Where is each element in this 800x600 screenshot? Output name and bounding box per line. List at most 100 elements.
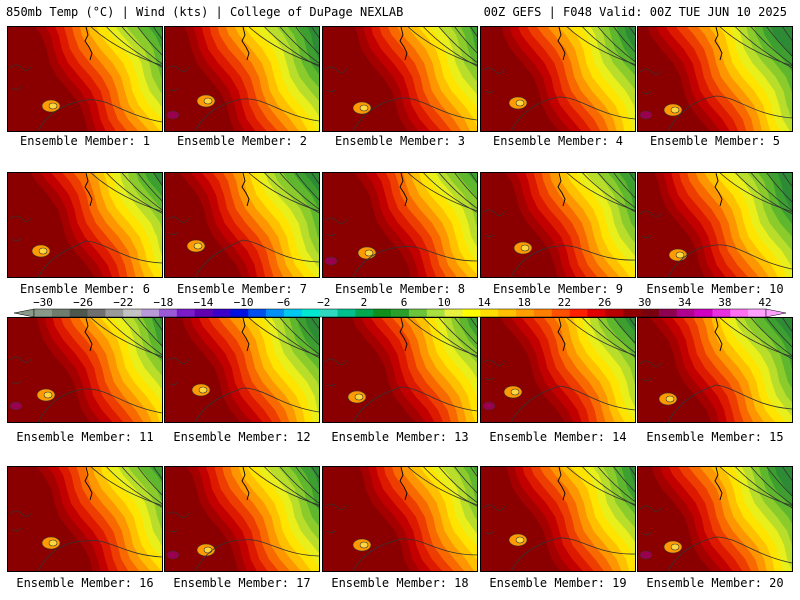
temperature-map [8,318,162,422]
map-panel [322,317,478,423]
temperature-map [8,27,162,131]
temperature-map [638,467,792,571]
member-label: Ensemble Member: 3 [334,134,466,148]
temperature-map [165,467,319,571]
member-label: Ensemble Member: 18 [331,576,469,590]
temperature-map [481,27,635,131]
colorbar-segment [266,309,285,317]
temperature-map [323,467,477,571]
colorbar-segment [498,309,517,317]
colorbar-segment [444,309,463,317]
colorbar-segment [391,309,410,317]
map-panel [480,466,636,572]
colorbar-segment [516,309,535,317]
colorbar-segment [301,309,320,317]
member-label: Ensemble Member: 14 [489,430,627,444]
member-label: Ensemble Member: 4 [492,134,624,148]
temperature-map [8,467,162,571]
map-panel [637,172,793,278]
colorbar-segment [212,309,231,317]
header: 850mb Temp (°C) | Wind (kts) | College o… [0,0,800,24]
colorbar-segment [87,309,106,317]
member-label: Ensemble Member: 17 [173,576,311,590]
member-label: Ensemble Member: 13 [331,430,469,444]
colorbar-tick-label: 2 [361,296,368,309]
colorbar-right-arrow [765,308,787,318]
colorbar-segment [373,309,392,317]
map-panel [322,172,478,278]
temperature-map [323,318,477,422]
map-panel [164,317,320,423]
colorbar-segment [408,309,428,317]
temperature-map [638,318,792,422]
member-label: Ensemble Member: 9 [492,282,624,296]
temperature-map [323,27,477,131]
member-label: Ensemble Member: 1 [19,134,151,148]
member-label: Ensemble Member: 6 [19,282,151,296]
temperature-map [481,173,635,277]
colorbar-left-arrow [13,308,35,318]
colorbar-segment [230,309,249,317]
member-label: Ensemble Member: 12 [173,430,311,444]
temperature-map [165,27,319,131]
page-title: 850mb Temp (°C) | Wind (kts) | College o… [6,5,404,19]
colorbar-segment [658,309,678,317]
map-panel [480,317,636,423]
colorbar-segment [248,309,267,317]
colorbar-segment [551,309,570,317]
member-label: Ensemble Member: 7 [176,282,308,296]
map-panel [637,317,793,423]
member-label: Ensemble Member: 5 [649,134,781,148]
map-panel [7,466,163,572]
colorbar-segment [569,309,588,317]
map-panel [164,172,320,278]
colorbar-segment [426,309,445,317]
colorbar-tick-label: 38 [718,296,731,309]
colorbar-tick-label: −30 [33,296,53,309]
colorbar-tick-label: −26 [73,296,93,309]
temperature-map [323,173,477,277]
colorbar-tick-label: −22 [113,296,133,309]
member-label: Ensemble Member: 11 [16,430,154,444]
colorbar-segment [283,309,303,317]
member-label: Ensemble Member: 19 [489,576,627,590]
colorbar-segment [676,309,695,317]
temperature-map [165,173,319,277]
map-panel [164,466,320,572]
colorbar-segment [337,309,356,317]
colorbar-segment [355,309,374,317]
colorbar-tick-label: 34 [678,296,692,309]
colorbar-tick-label: 26 [598,296,611,309]
colorbar-tick-label: 10 [437,296,450,309]
colorbar-segment [605,309,624,317]
colorbar-tick-label: 18 [518,296,531,309]
colorbar-segment [480,309,499,317]
colorbar-tick-label: −18 [153,296,173,309]
map-panel [480,172,636,278]
map-panel [322,26,478,132]
colorbar-tick-label: 30 [638,296,651,309]
member-label: Ensemble Member: 16 [16,576,154,590]
colorbar-tick-label: −2 [317,296,330,309]
colorbar-segment [105,309,124,317]
member-label: Ensemble Member: 2 [176,134,308,148]
colorbar-segment [533,309,553,317]
temperature-map [8,173,162,277]
map-panel [7,26,163,132]
colorbar-segment [730,309,749,317]
colorbar-segment [712,309,731,317]
colorbar-segment [694,309,713,317]
colorbar-tick-label: 14 [478,296,492,309]
member-label: Ensemble Member: 20 [646,576,784,590]
colorbar-segment [123,309,142,317]
run-info: 00Z GEFS | F048 Valid: 00Z TUE JUN 10 20… [483,5,787,19]
temperature-map [481,318,635,422]
colorbar-segment [141,309,160,317]
colorbar-tick-label: −10 [234,296,254,309]
colorbar-segment [194,309,213,317]
colorbar-segment [623,309,642,317]
map-panel [164,26,320,132]
colorbar-segment [69,309,88,317]
color-scale-bar: −30 −26 −22 −18 −14 −10 −6 −2 2 6 10 14 18 22 26 30 34 38… [13,296,787,318]
member-label: Ensemble Member: 10 [646,282,784,296]
